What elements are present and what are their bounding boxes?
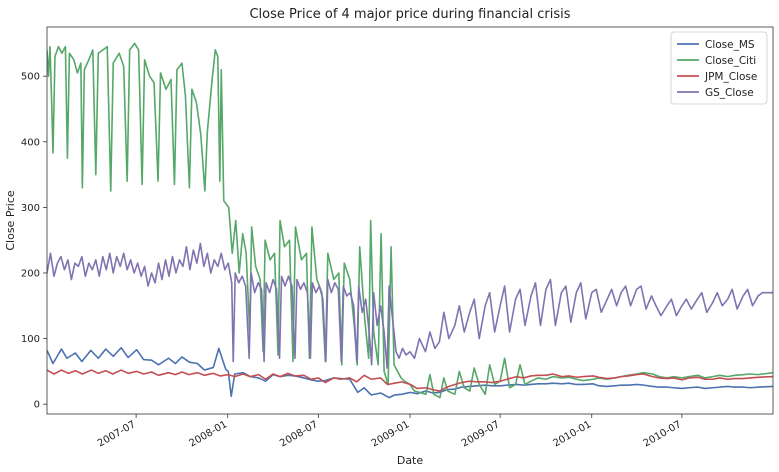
- plot-frame: [46, 26, 774, 415]
- legend-label: JPM_Close: [704, 71, 757, 83]
- x-axis-title: Date: [397, 454, 424, 467]
- legend-box: [670, 31, 768, 105]
- axes-layer: 0 100 200 300 400 500 2007-07 2008-01 2008-07 200…: [21, 26, 774, 449]
- x-tick-label: 2007-07: [96, 419, 138, 449]
- x-tick-label: 2010-07: [642, 419, 684, 449]
- y-tick-label: 300: [21, 203, 40, 214]
- y-tick-label: 0: [34, 400, 40, 411]
- series-layer: [47, 42, 773, 399]
- x-tick-label: 2009-01: [370, 419, 412, 449]
- y-tick-label: 400: [21, 137, 40, 148]
- legend-label: Close_Citi: [705, 55, 756, 67]
- y-tick-label: 100: [21, 334, 40, 345]
- y-axis-title: Close Price: [4, 190, 17, 251]
- legend-label: Close_MS: [705, 39, 755, 51]
- x-tick-label: 2008-07: [278, 419, 320, 449]
- y-tick-label: 200: [21, 268, 40, 279]
- chart-title: Close Price of 4 major price during fina…: [249, 7, 570, 22]
- x-tick-label: 2009-07: [460, 419, 502, 449]
- series-line-gs-close: [47, 242, 773, 369]
- y-tick-label: 500: [21, 72, 40, 83]
- series-line-close-citi: [47, 42, 773, 399]
- series-line-jpm-close: [47, 369, 773, 392]
- x-tick-label: 2010-01: [552, 419, 594, 449]
- series-line-close-ms: [47, 346, 773, 399]
- legend-label: GS_Close: [705, 87, 754, 99]
- legend: Close_MS Close_Citi JPM_Close GS_Close: [670, 31, 768, 105]
- x-tick-label: 2008-01: [188, 419, 230, 449]
